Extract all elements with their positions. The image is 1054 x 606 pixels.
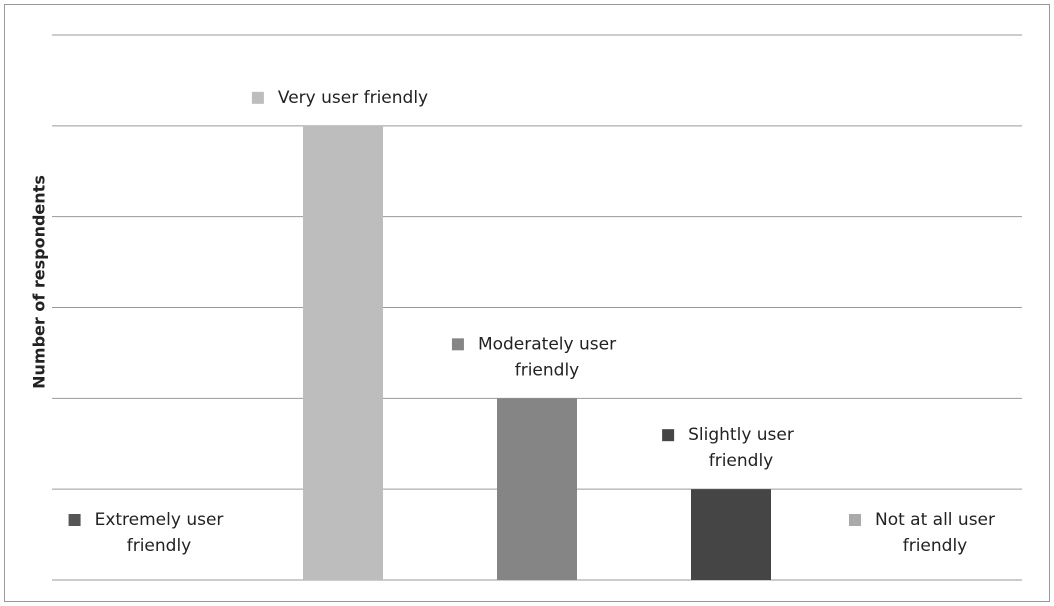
- legend-swatch: [451, 338, 464, 351]
- category-label: Very user friendly: [278, 88, 428, 108]
- legend-swatch: [68, 514, 81, 526]
- legend-swatch: [251, 91, 264, 104]
- y-axis-title: Number of respondents: [30, 175, 49, 389]
- category-label: Extremely user friendly: [95, 510, 224, 556]
- bar: [303, 125, 383, 580]
- category-label: Slightly user friendly: [688, 425, 794, 471]
- bar: [691, 489, 771, 580]
- bar: [497, 398, 577, 580]
- category-label: Moderately user friendly: [478, 334, 616, 380]
- legend-swatch: [848, 514, 861, 526]
- category-label: Not at all user friendly: [875, 510, 995, 556]
- legend-swatch: [662, 429, 675, 442]
